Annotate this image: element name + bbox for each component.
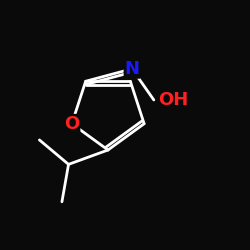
Text: OH: OH <box>158 91 188 109</box>
Text: O: O <box>64 115 80 133</box>
Text: N: N <box>124 60 140 78</box>
